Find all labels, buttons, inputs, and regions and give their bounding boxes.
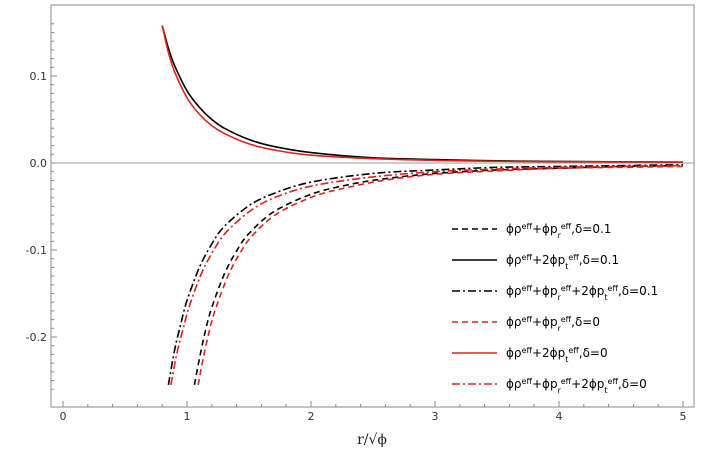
x-tick-label: 4 [556, 410, 563, 423]
legend-label-5: ϕρeff+2ϕpteff,δ=0 [506, 346, 608, 364]
legend-label-2: ϕρeff+2ϕpteff,δ=0.1 [506, 253, 619, 271]
series-line-2 [161, 25, 684, 163]
axis-ticks: 0 1 2 3 4 5 0.1 0.0 -0.1 -0.2 [26, 23, 687, 423]
legend-label-4: ϕρeff+ϕpreff,δ=0 [506, 315, 600, 333]
series-line-5 [161, 25, 684, 163]
legend: ϕρeff+ϕpreff,δ=0.1 ϕρeff+2ϕpteff,δ=0.1 ϕρe… [452, 222, 658, 395]
series-line-4 [197, 165, 684, 385]
legend-label-1: ϕρeff+ϕpreff,δ=0.1 [506, 222, 611, 240]
x-tick-label: 1 [184, 410, 191, 423]
x-tick-label: 5 [680, 410, 687, 423]
series-line-3 [167, 163, 684, 385]
x-tick-label: 3 [432, 410, 439, 423]
y-tick-label: -0.1 [26, 244, 47, 257]
y-tick-label: 0.1 [30, 70, 48, 83]
x-tick-label: 2 [308, 410, 315, 423]
x-tick-label: 0 [60, 410, 67, 423]
series-group [161, 25, 684, 386]
legend-label-3: ϕρeff+ϕpreff+2ϕpteff,δ=0.1 [506, 284, 658, 302]
y-tick-label: -0.2 [26, 331, 47, 344]
x-axis-title: r/√ϕ [357, 432, 387, 448]
y-tick-label: 0.0 [30, 157, 48, 170]
series-line-6 [170, 164, 684, 386]
legend-label-6: ϕρeff+ϕpreff+2ϕpteff,δ=0 [506, 377, 647, 395]
series-line-1 [193, 164, 684, 385]
